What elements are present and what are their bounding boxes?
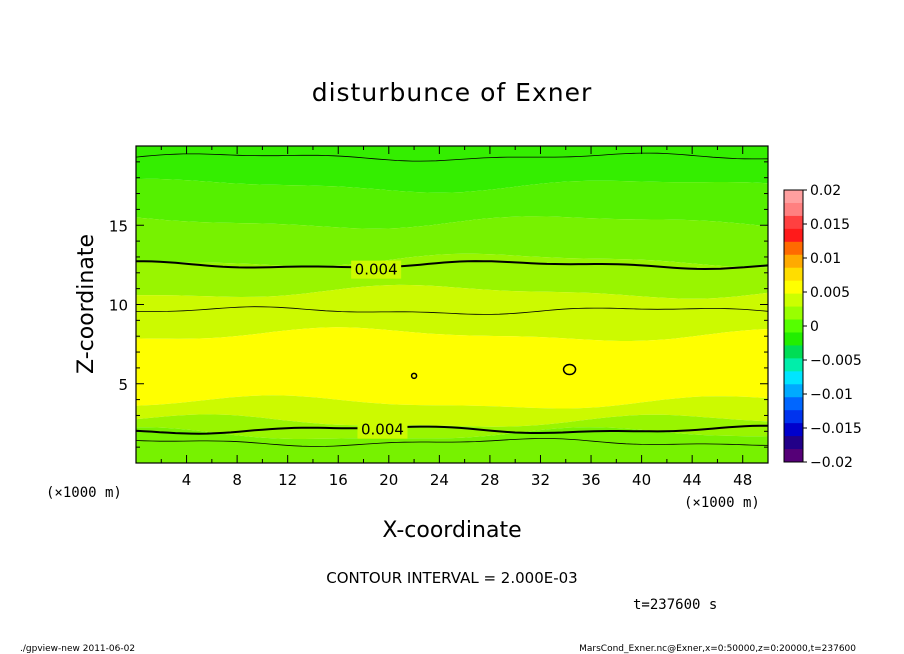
x-tick-label: 28: [480, 471, 499, 489]
x-tick-label: 48: [733, 471, 752, 489]
contour-label-bg: [357, 420, 408, 439]
contour-line: [135, 152, 769, 162]
closed-contour: [562, 363, 577, 376]
colorbar-swatch: [784, 423, 803, 437]
contour-label-bg: [351, 260, 402, 279]
colorbar-swatch: [784, 254, 803, 269]
x-tick-label: 16: [329, 471, 348, 489]
colorbar-tick-label: 0.005: [810, 285, 850, 301]
x-tick-label: 12: [278, 471, 297, 489]
colorbar: 0.02 0.015 0.01 0.005 0 −0.005 −0.01 −0.015 −0.0…: [783, 183, 862, 471]
colorbar-tick-label: −0.01: [810, 387, 853, 403]
colorbar-swatch: [784, 319, 803, 333]
colorbar-tick-label: 0.015: [810, 217, 850, 233]
colorbar-swatch: [784, 267, 803, 282]
colorbar-swatch: [784, 241, 803, 256]
footer-left: ./gpview-new 2011-06-02: [20, 644, 135, 654]
field-band: [136, 146, 768, 193]
z-tick-label: 5: [118, 376, 128, 394]
field-band: [136, 284, 768, 341]
colorbar-swatch: [784, 397, 803, 411]
field-band: [136, 216, 768, 268]
colorbar-swatch: [784, 436, 803, 450]
plot-area: 0.004 0.004: [135, 146, 769, 463]
colorbar-swatch: [784, 449, 803, 463]
colorbar-tick-label: −0.015: [810, 421, 862, 437]
contour-line: [136, 306, 769, 315]
colorbar-swatch: [784, 202, 803, 217]
contour-label: 0.004: [361, 421, 404, 439]
x-unit-left: (×1000 m): [46, 485, 122, 501]
y-axis-label: Z-coordinate: [74, 234, 99, 374]
colorbar-tick-label: −0.005: [810, 353, 862, 369]
field-band: [136, 178, 768, 229]
z-tick-label: 10: [109, 297, 128, 315]
x-tick-label: 24: [430, 471, 449, 489]
contour-line: [135, 424, 768, 435]
colorbar-tick-label: 0: [810, 319, 819, 335]
colorbar-swatch: [784, 358, 803, 372]
colorbar-swatch: [784, 293, 803, 308]
colorbar-tick-label: 0.02: [810, 183, 841, 199]
x-axis-label: X-coordinate: [382, 518, 521, 543]
contour-interval: CONTOUR INTERVAL = 2.000E-03: [326, 569, 577, 587]
colorbar-swatch: [784, 228, 803, 243]
z-tick-label: 15: [109, 217, 128, 235]
colorbar-swatch: [784, 306, 803, 321]
x-tick-label: 4: [182, 471, 192, 489]
field-band: [136, 327, 768, 409]
colorbar-swatch: [784, 215, 803, 230]
x-tick-label: 8: [232, 471, 242, 489]
contour-line: [135, 438, 769, 447]
x-axis: 4 8 12 16 20 24 28 32 36 40 44 48: [160, 146, 752, 489]
colorbar-swatch: [784, 345, 803, 359]
colorbar-swatch: [784, 332, 803, 346]
z-axis: 5 10 15: [109, 161, 768, 448]
colorbar-swatch: [784, 384, 803, 398]
time-label: t=237600 s: [633, 597, 717, 613]
colorbar-swatch: [784, 280, 803, 295]
x-unit-right: (×1000 m): [684, 495, 760, 511]
field-band: [136, 395, 768, 427]
footer-right: MarsCond_Exner.nc@Exner,x=0:50000,z=0:20…: [579, 644, 856, 654]
contour-label: 0.004: [355, 261, 398, 279]
field-band: [136, 427, 768, 463]
contour-line: [136, 260, 769, 271]
colorbar-tick-label: −0.02: [810, 455, 853, 471]
chart-title: disturbunce of Exner: [312, 78, 593, 107]
colorbar-swatch: [784, 371, 803, 385]
x-tick-label: 36: [581, 471, 600, 489]
x-tick-label: 44: [683, 471, 702, 489]
x-tick-label: 20: [379, 471, 398, 489]
x-tick-label: 40: [632, 471, 651, 489]
colorbar-tick-label: 0.01: [810, 251, 841, 267]
colorbar-swatch: [784, 190, 803, 204]
x-tick-label: 32: [531, 471, 550, 489]
colorbar-swatch: [784, 410, 803, 424]
closed-contour: [410, 372, 418, 380]
